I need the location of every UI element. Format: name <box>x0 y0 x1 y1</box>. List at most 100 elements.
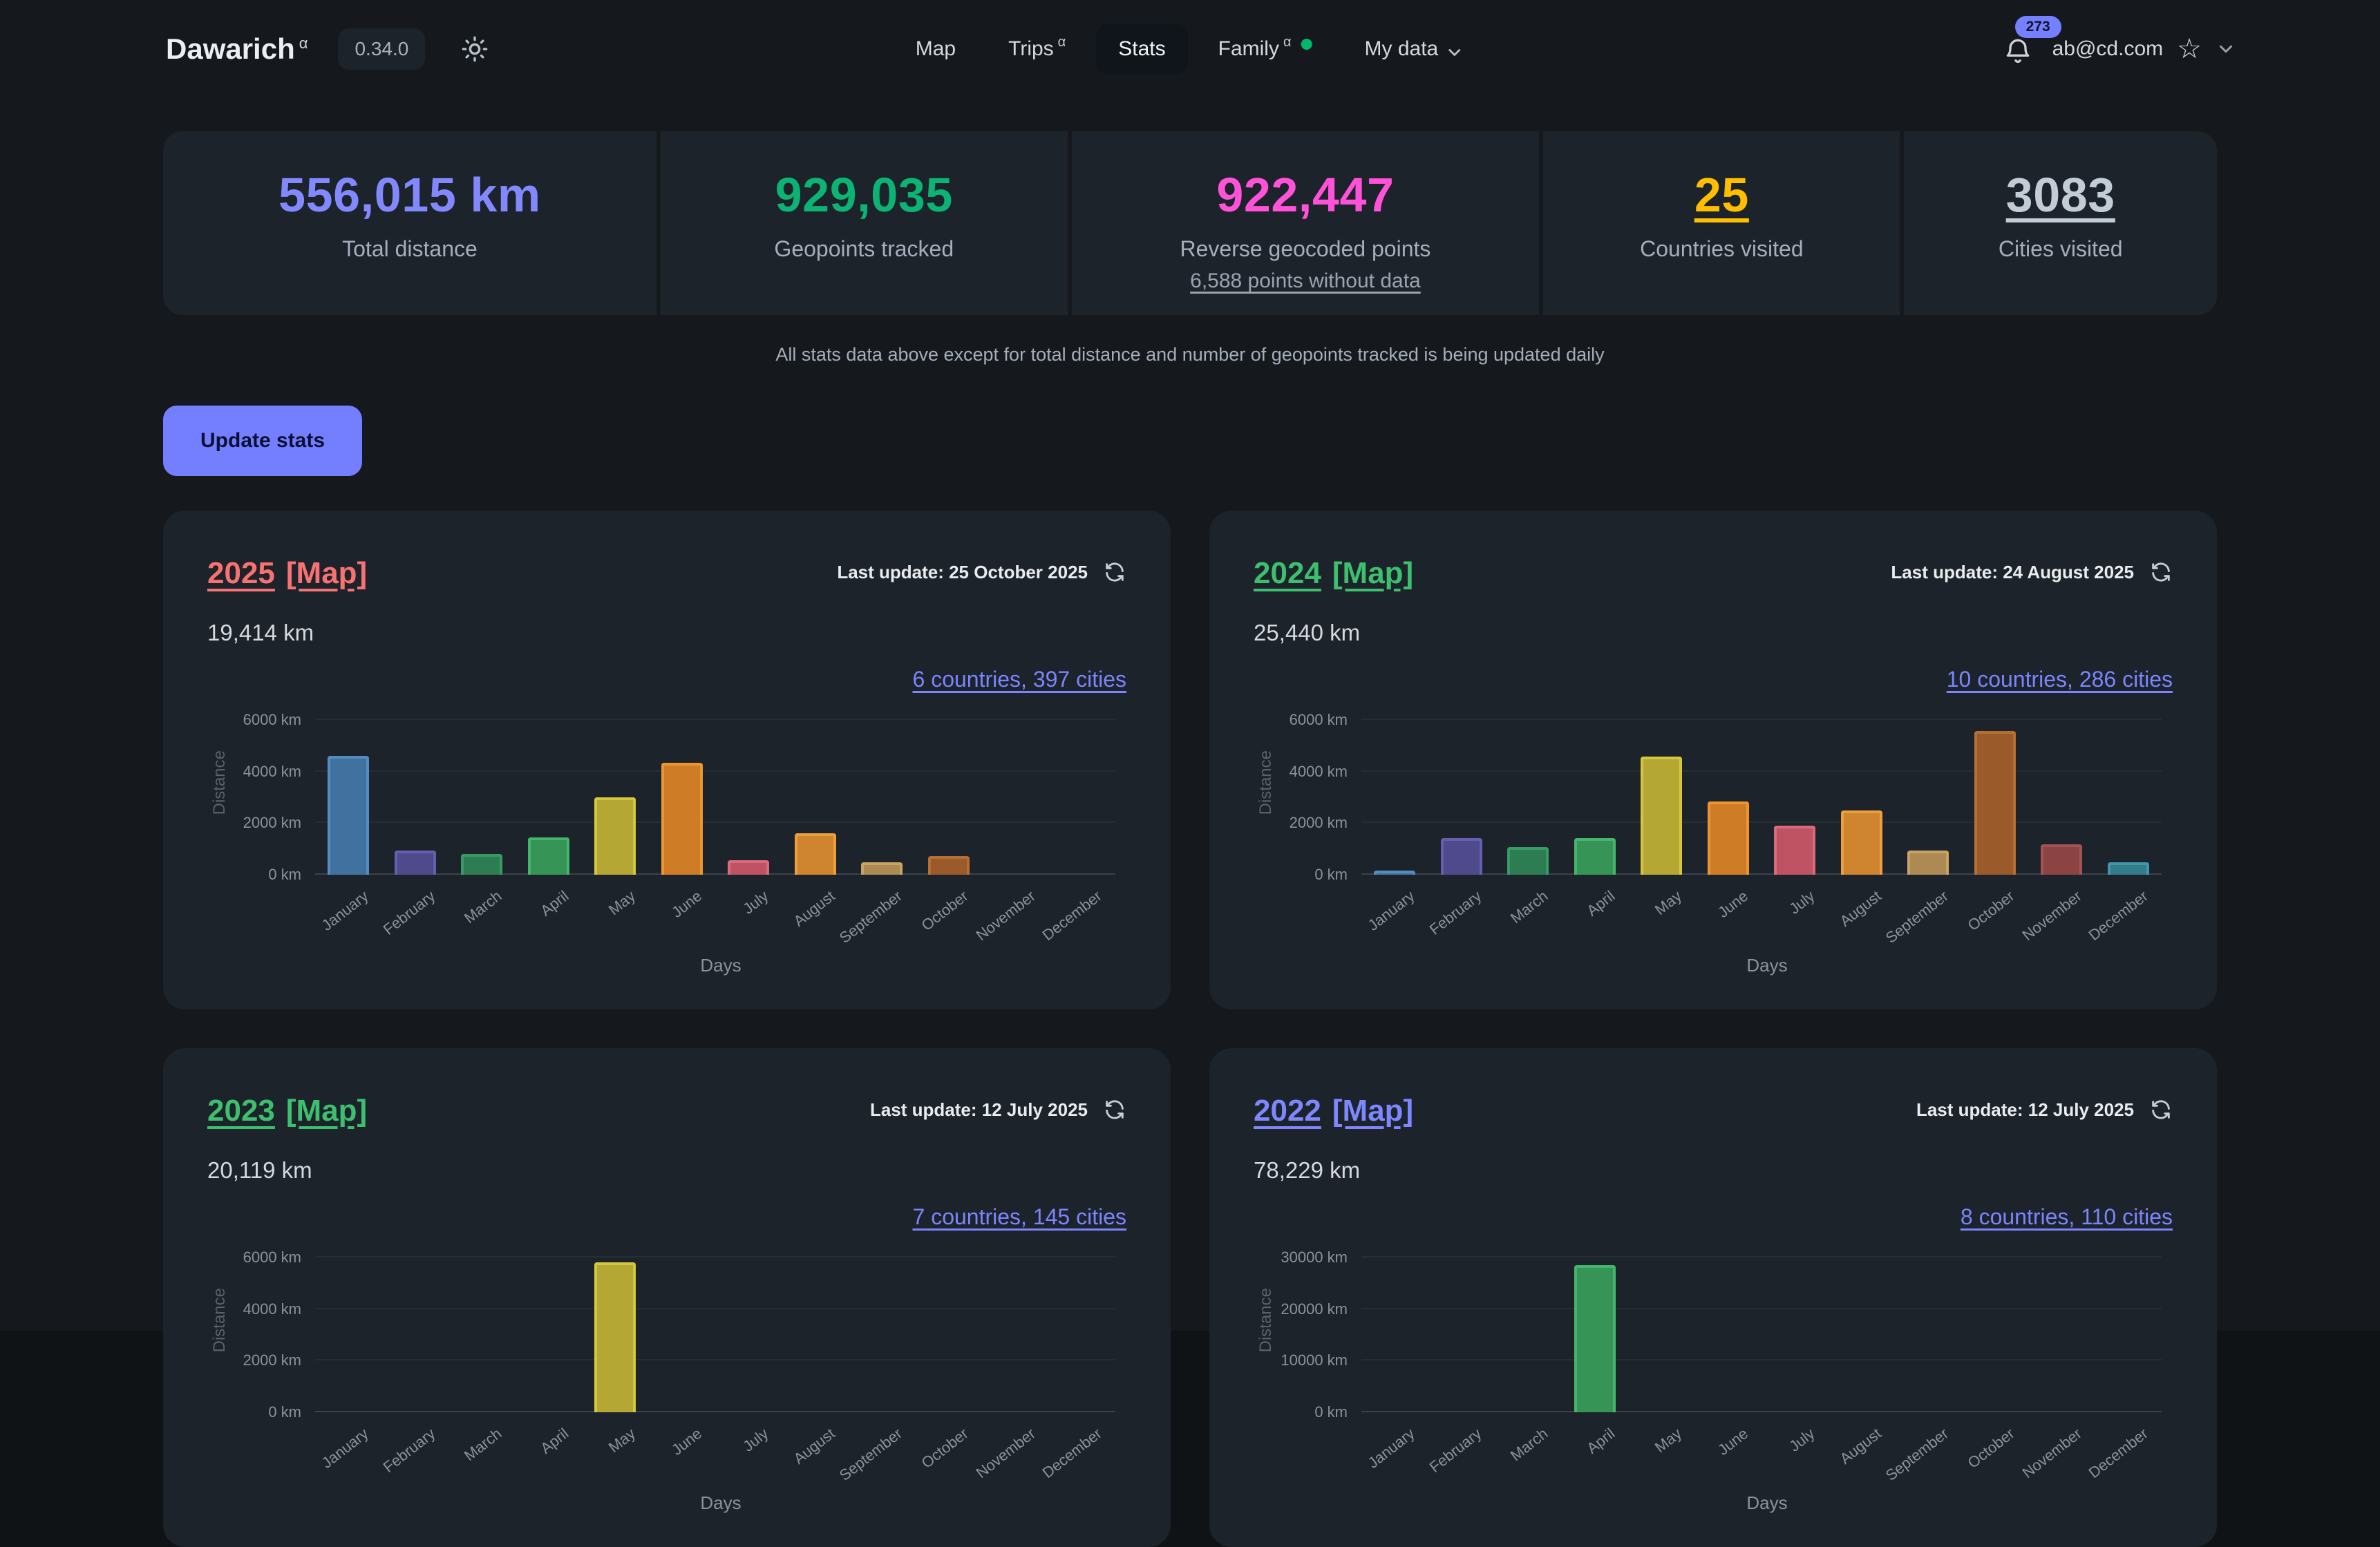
x-label-slot: February <box>379 1412 449 1492</box>
nav-link-family[interactable]: Family α <box>1196 23 1334 75</box>
stat-value[interactable]: 3083 <box>2005 168 2115 222</box>
x-label-slot: April <box>516 875 583 955</box>
countries-cities-link[interactable]: 8 countries, 110 cities <box>1960 1204 2173 1229</box>
y-tick-label: 6000 km <box>243 711 301 728</box>
bar-may[interactable] <box>1641 757 1683 875</box>
bar-slot <box>1361 1257 1428 1412</box>
stat-label: Reverse geocoded points <box>1180 236 1431 261</box>
refresh-year-stats-button[interactable] <box>1103 560 1126 584</box>
bar-april[interactable] <box>527 837 569 875</box>
y-tick-label: 2000 km <box>243 814 301 832</box>
bar-august[interactable] <box>794 833 836 875</box>
bar-march[interactable] <box>461 854 503 875</box>
user-menu[interactable]: ab@cd.com ☆ <box>2052 35 2236 63</box>
nav-link-my-data[interactable]: My data <box>1343 23 1487 75</box>
refresh-year-stats-button[interactable] <box>1103 1098 1126 1121</box>
nav-link-stats[interactable]: Stats <box>1096 23 1188 75</box>
x-label-slot: June <box>649 1412 716 1492</box>
app-title: Dawarich <box>166 32 295 65</box>
y-tick-label: 2000 km <box>1289 814 1348 832</box>
bar-january[interactable] <box>1374 871 1416 875</box>
stat-card-countries-visited: 25 Countries visited <box>1543 131 1900 315</box>
chevron-down-icon <box>1448 49 1461 56</box>
theme-toggle-button[interactable] <box>455 30 494 68</box>
x-label-slot: October <box>916 1412 983 1492</box>
countries-cities-row: 8 countries, 110 cities <box>1254 1204 2173 1230</box>
bar-july[interactable] <box>1774 826 1816 875</box>
bar-slot <box>849 720 916 875</box>
bar-april[interactable] <box>1574 1265 1616 1412</box>
refresh-year-stats-button[interactable] <box>2149 560 2173 584</box>
x-tick-label: February <box>379 1425 439 1476</box>
update-stats-button[interactable]: Update stats <box>163 406 363 476</box>
x-label-slot: October <box>916 875 983 955</box>
bar-january[interactable] <box>328 756 370 875</box>
nav-link-map[interactable]: Map <box>894 23 978 75</box>
year-map-link[interactable]: [Map] <box>285 556 368 590</box>
x-tick-label: October <box>918 1425 972 1472</box>
year-link[interactable]: 2024 <box>1254 556 1321 590</box>
year-link[interactable]: 2025 <box>207 556 275 590</box>
star-icon[interactable]: ☆ <box>2177 34 2202 64</box>
year-map-link[interactable]: [Map] <box>285 1094 368 1128</box>
x-tick-label: May <box>1651 887 1685 919</box>
points-without-data-link[interactable]: 6,588 points without data <box>1190 269 1421 292</box>
x-axis-labels: January February March April May June July Augu… <box>315 875 1115 955</box>
bar-april[interactable] <box>1574 837 1616 875</box>
bar-october[interactable] <box>927 856 970 875</box>
x-tick-label: July <box>739 887 772 918</box>
distance-bar-chart: Distance 0 km 2000 km 4000 km 6000 km January… <box>207 1249 1126 1514</box>
x-label-slot: January <box>315 875 382 955</box>
bar-may[interactable] <box>594 1262 636 1412</box>
y-axis-title: Distance <box>1256 1288 1275 1353</box>
bar-slot <box>1695 720 1762 875</box>
bar-may[interactable] <box>594 797 636 875</box>
x-axis-title: Days <box>700 955 742 976</box>
stat-card-geopoints-tracked: 929,035 Geopoints tracked <box>660 131 1068 315</box>
bar-slot <box>849 1257 916 1412</box>
bar-march[interactable] <box>1507 847 1549 875</box>
bar-slot <box>516 1257 583 1412</box>
bar-february[interactable] <box>1440 837 1482 875</box>
bar-june[interactable] <box>1707 801 1749 875</box>
bar-february[interactable] <box>394 850 436 875</box>
x-label-slot: July <box>1762 875 1829 955</box>
stat-value[interactable]: 25 <box>1694 168 1749 222</box>
bar-september[interactable] <box>1907 850 1949 875</box>
bar-october[interactable] <box>1974 730 2016 875</box>
bar-august[interactable] <box>1840 810 1882 875</box>
bar-november[interactable] <box>2041 844 2083 875</box>
bar-slot <box>1762 720 1829 875</box>
bars <box>1361 720 2162 875</box>
gridline <box>315 1256 1115 1257</box>
bar-september[interactable] <box>861 862 903 875</box>
app-logo[interactable]: Dawarich α <box>166 32 308 66</box>
year-link[interactable]: 2022 <box>1254 1094 1321 1128</box>
y-axis-title: Distance <box>210 750 229 815</box>
last-update-label: Last update: 24 August 2025 <box>1891 561 2134 582</box>
countries-cities-link[interactable]: 7 countries, 145 cities <box>912 1204 1127 1229</box>
bar-july[interactable] <box>728 860 770 875</box>
countries-cities-link[interactable]: 6 countries, 397 cities <box>912 667 1127 692</box>
year-title: 2022 [Map] <box>1254 1094 1413 1128</box>
x-axis-labels: January February March April May June July Augu… <box>1361 875 2162 955</box>
notifications-button[interactable]: 273 <box>2003 16 2061 71</box>
x-tick-label: July <box>1786 1425 1818 1455</box>
year-map-link[interactable]: [Map] <box>1332 556 1414 590</box>
refresh-year-stats-button[interactable] <box>2149 1098 2173 1121</box>
bar-slot <box>448 720 516 875</box>
version-link[interactable]: 0.34.0 <box>338 28 426 70</box>
x-label-slot: December <box>1039 875 1116 955</box>
bar-june[interactable] <box>661 762 703 875</box>
stat-card-total-distance: 556,015 km Total distance <box>163 131 657 315</box>
stat-label: Geopoints tracked <box>774 236 954 261</box>
x-label-slot: February <box>379 875 449 955</box>
x-label-slot: May <box>1628 875 1695 955</box>
nav-link-trips[interactable]: Trips α <box>986 23 1088 75</box>
bar-slot <box>2028 1257 2095 1412</box>
year-map-link[interactable]: [Map] <box>1332 1094 1414 1128</box>
bar-december[interactable] <box>2107 862 2149 875</box>
countries-cities-link[interactable]: 10 countries, 286 cities <box>1946 667 2173 692</box>
year-link[interactable]: 2023 <box>207 1094 275 1128</box>
x-label-slot: September <box>835 1412 916 1492</box>
